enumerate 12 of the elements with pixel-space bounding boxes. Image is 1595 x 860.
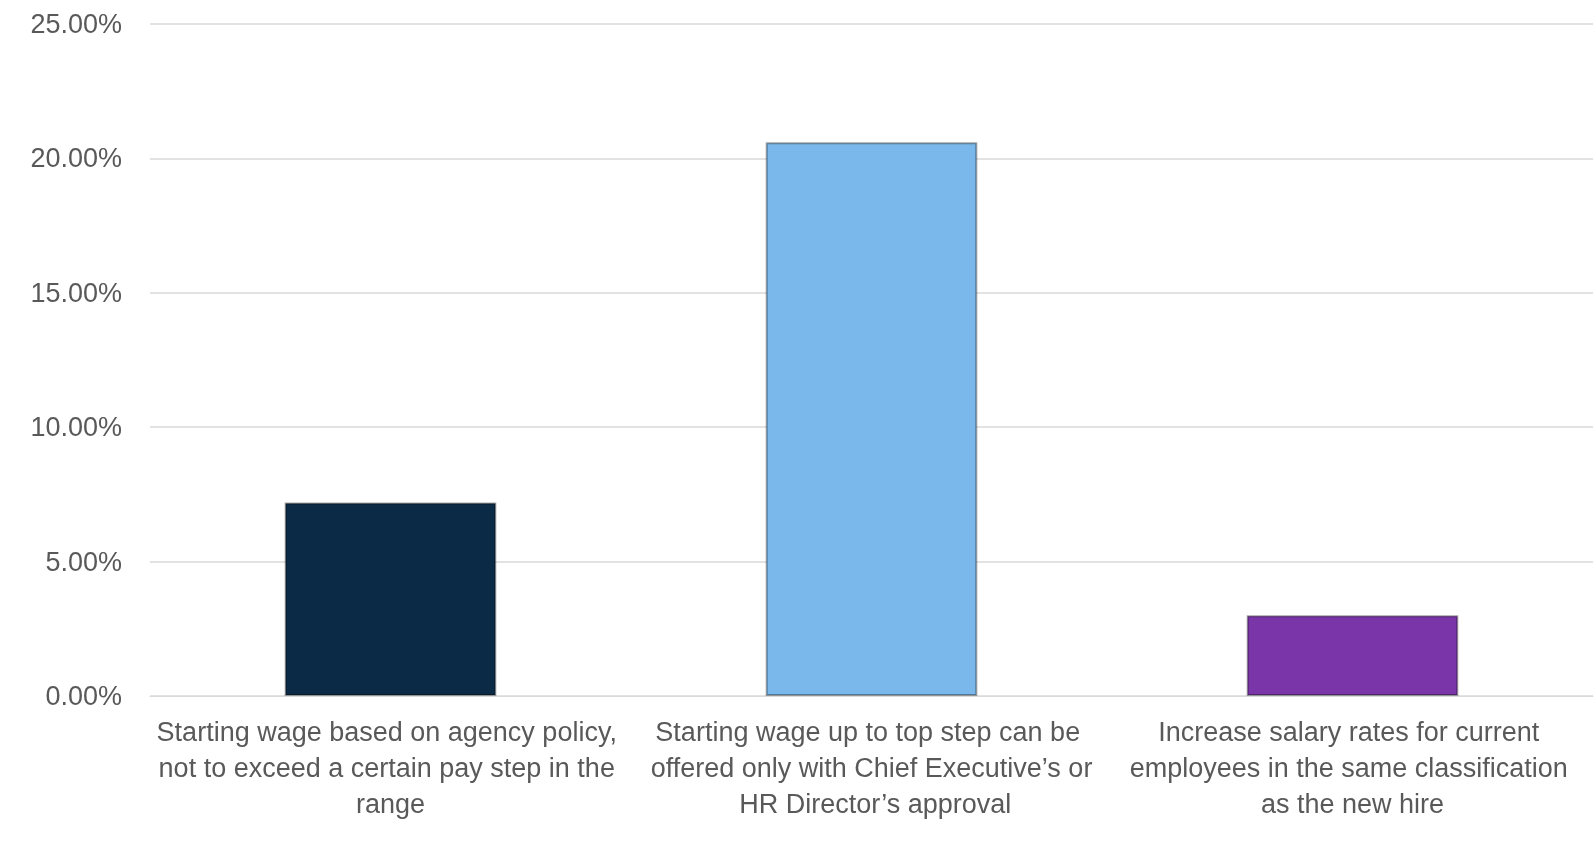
bar — [1246, 615, 1459, 696]
x-tick-label: Starting wage up to top step can be offered only with Chief Executive’s or HR Director’s approval — [650, 717, 1093, 819]
y-tick-label: 25.00% — [30, 9, 122, 39]
y-tick-label: 0.00% — [45, 681, 122, 711]
bar — [765, 142, 978, 696]
y-tick-label: 15.00% — [30, 277, 122, 308]
y-tick-label: 20.00% — [30, 143, 122, 174]
y-tick-label: 5.00% — [45, 546, 122, 577]
bar — [284, 502, 497, 696]
x-tick-label: Starting wage based on agency policy, not to exceed a certain pay step in the range — [156, 717, 625, 819]
y-tick-label: 10.00% — [30, 412, 122, 443]
x-tick-label: Increase salary rates for current employees in the same classification as the new hire — [1129, 717, 1576, 819]
